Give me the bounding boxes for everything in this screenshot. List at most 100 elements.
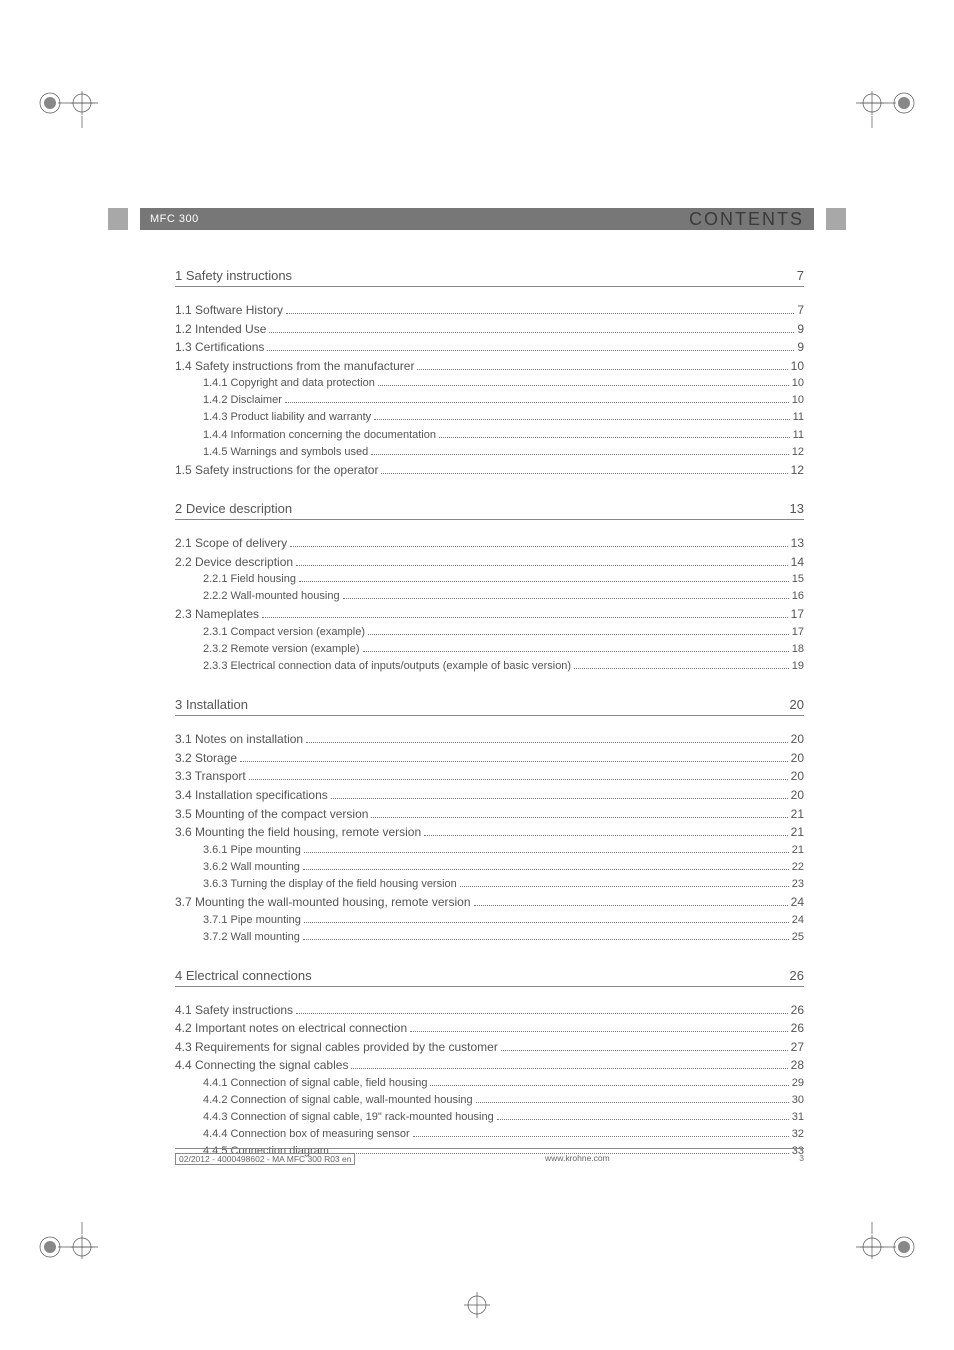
toc-entry-label: 4.3 Requirements for signal cables provi… <box>175 1038 498 1057</box>
toc-entry-page: 32 <box>792 1126 804 1143</box>
toc-dot-leader <box>417 363 787 370</box>
section-page: 13 <box>790 501 804 516</box>
toc-entry-label: 2.1 Scope of delivery <box>175 534 287 553</box>
toc-entry: 1.4.2 Disclaimer10 <box>175 392 804 409</box>
device-label: MFC 300 <box>150 213 199 225</box>
section-page: 26 <box>790 968 804 983</box>
toc-dot-leader <box>574 663 789 670</box>
toc-entry-label: 4.2 Important notes on electrical connec… <box>175 1019 407 1038</box>
toc-entry-page: 21 <box>791 805 804 824</box>
toc-dot-leader <box>299 576 789 583</box>
toc-entry: 2.3.1 Compact version (example) 17 <box>175 624 804 641</box>
toc-entry: 1.4.4 Information concerning the documen… <box>175 427 804 444</box>
toc-dot-leader <box>424 829 787 836</box>
toc-entry: 3.5 Mounting of the compact version21 <box>175 805 804 824</box>
regmark-bottom-left <box>38 1222 98 1272</box>
toc-entry-label: 4.4.3 Connection of signal cable, 19" ra… <box>203 1109 494 1126</box>
toc-entry: 3.3 Transport20 <box>175 767 804 786</box>
toc-dot-leader <box>303 933 789 940</box>
toc-dot-leader <box>371 448 788 455</box>
toc-entry-page: 21 <box>792 842 804 859</box>
toc-entry: 4.4.3 Connection of signal cable, 19" ra… <box>175 1109 804 1126</box>
toc-entry-label: 3.6.1 Pipe mounting <box>203 842 301 859</box>
header-side-block-right <box>826 208 846 230</box>
toc-entry: 4.4 Connecting the signal cables28 <box>175 1056 804 1075</box>
toc-entry-page: 10 <box>791 357 804 376</box>
toc-entry-label: 1.4 Safety instructions from the manufac… <box>175 357 414 376</box>
toc-entry-label: 3.2 Storage <box>175 749 237 768</box>
toc-entry-label: 4.4.2 Connection of signal cable, wall-m… <box>203 1092 473 1109</box>
toc-entry-page: 11 <box>793 409 804 426</box>
toc-entry: 3.4 Installation specifications20 <box>175 786 804 805</box>
toc-entry: 1.4.5 Warnings and symbols used12 <box>175 444 804 461</box>
header-side-block-left <box>108 208 128 230</box>
toc-dot-leader <box>378 380 789 387</box>
toc-entry-page: 28 <box>791 1056 804 1075</box>
toc-dot-leader <box>368 628 789 635</box>
section-title-row: 2 Device description13 <box>175 501 804 520</box>
section-title-row: 4 Electrical connections26 <box>175 968 804 987</box>
toc-entry-label: 2.3.2 Remote version (example) <box>203 641 360 658</box>
toc-entry-page: 9 <box>797 338 804 357</box>
toc-entry: 3.1 Notes on installation20 <box>175 730 804 749</box>
section-page: 7 <box>797 268 804 283</box>
toc-dot-leader <box>269 325 794 332</box>
toc-entry-label: 2.3.1 Compact version (example) <box>203 624 365 641</box>
page-title: CONTENTS <box>689 209 804 230</box>
header-bar: MFC 300 CONTENTS <box>140 208 814 230</box>
toc-entry-page: 25 <box>792 929 804 946</box>
toc-entry-label: 4.1 Safety instructions <box>175 1001 293 1020</box>
toc-dot-leader <box>497 1113 789 1120</box>
toc-entry-label: 4.4.1 Connection of signal cable, field … <box>203 1075 427 1092</box>
toc-entry: 3.7 Mounting the wall-mounted housing, r… <box>175 893 804 912</box>
section-title-row: 1 Safety instructions 7 <box>175 268 804 287</box>
toc-entry-page: 23 <box>792 876 804 893</box>
toc-entry-label: 3.6 Mounting the field housing, remote v… <box>175 823 421 842</box>
toc-entry-page: 21 <box>791 823 804 842</box>
toc-entry: 1.4.1 Copyright and data protection10 <box>175 375 804 392</box>
toc-dot-leader <box>476 1096 789 1103</box>
section-title: 1 Safety instructions <box>175 268 292 283</box>
toc-dot-leader <box>351 1062 787 1069</box>
toc-entry-page: 17 <box>792 624 804 641</box>
toc-entry-label: 3.7.2 Wall mounting <box>203 929 300 946</box>
toc-entry-page: 24 <box>791 893 804 912</box>
toc-entry: 2.2.1 Field housing15 <box>175 571 804 588</box>
toc-entry-label: 3.3 Transport <box>175 767 246 786</box>
toc-entry: 1.4.3 Product liability and warranty11 <box>175 409 804 426</box>
toc-entry: 1.2 Intended Use9 <box>175 320 804 339</box>
toc-entry-label: 3.7.1 Pipe mounting <box>203 912 301 929</box>
toc-dot-leader <box>501 1044 788 1051</box>
toc-dot-leader <box>290 540 788 547</box>
toc-entry-page: 20 <box>791 749 804 768</box>
toc-entry-page: 9 <box>797 320 804 339</box>
toc-entry-label: 1.4.1 Copyright and data protection <box>203 375 375 392</box>
toc-entry: 2.1 Scope of delivery 13 <box>175 534 804 553</box>
toc-entry: 4.4.1 Connection of signal cable, field … <box>175 1075 804 1092</box>
regmark-bottom-right <box>856 1222 916 1272</box>
toc-dot-leader <box>262 611 788 618</box>
toc-entry-page: 13 <box>791 534 804 553</box>
toc-entry-page: 31 <box>792 1109 804 1126</box>
toc-entry: 2.2.2 Wall-mounted housing16 <box>175 588 804 605</box>
toc-entry-label: 3.7 Mounting the wall-mounted housing, r… <box>175 893 471 912</box>
toc-dot-leader <box>249 773 788 780</box>
toc-entry-label: 1.4.5 Warnings and symbols used <box>203 444 368 461</box>
toc-dot-leader <box>267 344 794 351</box>
toc-entry-page: 10 <box>792 392 804 409</box>
toc-entry-label: 2.3 Nameplates <box>175 605 259 624</box>
toc-entry-label: 4.4.4 Connection box of measuring sensor <box>203 1126 410 1143</box>
toc-dot-leader <box>285 397 789 404</box>
toc-entry-page: 19 <box>792 658 804 675</box>
toc-dot-leader <box>363 646 789 653</box>
toc-dot-leader <box>304 846 789 853</box>
toc-entry-page: 15 <box>792 571 804 588</box>
footer-rule <box>175 1148 804 1149</box>
section-title-row: 3 Installation20 <box>175 697 804 716</box>
toc-entry: 3.6.1 Pipe mounting 21 <box>175 842 804 859</box>
toc-entry-page: 26 <box>791 1001 804 1020</box>
toc-entry: 4.1 Safety instructions 26 <box>175 1001 804 1020</box>
regmark-top-left <box>38 78 98 128</box>
footer-url: www.krohne.com <box>545 1153 610 1165</box>
footer-page-number: 3 <box>799 1153 804 1165</box>
